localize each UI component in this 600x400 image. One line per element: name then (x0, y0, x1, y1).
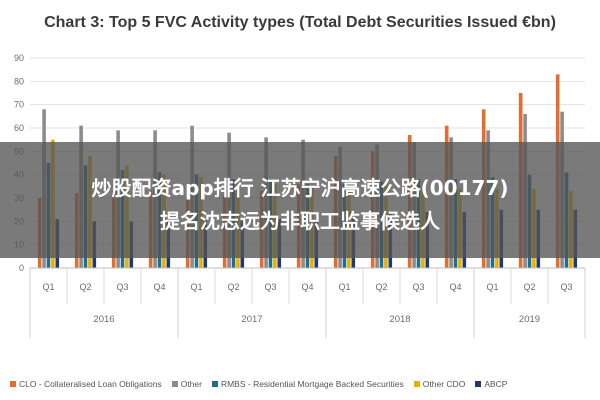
y-tick-label: 80 (14, 76, 24, 86)
legend-swatch (211, 381, 218, 387)
legend-swatch (171, 381, 178, 387)
x-tick-label: Q4 (153, 282, 165, 292)
x-tick-label: Q2 (227, 282, 239, 292)
legend-swatch (475, 381, 482, 387)
year-label: 2017 (241, 314, 262, 325)
legend-label: CLO - Collateralised Loan Obligations (19, 379, 162, 389)
x-tick-label: Q4 (449, 282, 461, 292)
year-label: 2016 (93, 314, 114, 325)
x-tick-label: Q1 (486, 282, 498, 292)
x-tick-label: Q3 (116, 282, 128, 292)
x-tick-label: Q2 (79, 282, 91, 292)
y-tick-label: 70 (14, 100, 24, 110)
legend-item: RMBS - Residential Mortgage Backed Secur… (211, 379, 404, 389)
overlay-headline: 炒股配资app排行 江苏宁沪高速公路(00177) (91, 176, 509, 200)
legend-label: Other CDO (422, 379, 466, 389)
legend-label: ABCP (484, 379, 508, 389)
legend-item: CLO - Collateralised Loan Obligations (10, 379, 162, 389)
x-tick-label: Q3 (412, 282, 424, 292)
legend-swatch (10, 381, 16, 387)
overlay-subheadline: 提名沈志远为非职工监事候选人 (160, 209, 440, 233)
y-tick-label: 60 (14, 123, 24, 133)
x-tick-label: Q4 (301, 282, 313, 292)
legend-item: Other (171, 379, 202, 389)
x-tick-label: Q3 (560, 282, 572, 292)
x-tick-label: Q1 (338, 282, 350, 292)
x-tick-label: Q2 (523, 282, 535, 292)
year-label: 2019 (519, 314, 540, 325)
legend-item: Other CDO (413, 379, 466, 389)
overlay-banner (0, 142, 600, 258)
x-tick-label: Q1 (190, 282, 202, 292)
legend-label: Other (180, 379, 202, 389)
legend-swatch (413, 381, 420, 387)
x-tick-label: Q3 (264, 282, 276, 292)
year-label: 2018 (389, 314, 410, 325)
legend-label: RMBS - Residential Mortgage Backed Secur… (220, 379, 404, 389)
y-tick-label: 0 (19, 263, 24, 273)
x-tick-label: Q1 (42, 282, 54, 292)
legend: CLO - Collateralised Loan Obligations Oth… (10, 376, 595, 392)
legend-item: ABCP (475, 379, 507, 389)
chart-title: Chart 3: Top 5 FVC Activity types (Total… (44, 14, 556, 31)
y-tick-label: 90 (14, 53, 24, 63)
x-tick-label: Q2 (375, 282, 387, 292)
